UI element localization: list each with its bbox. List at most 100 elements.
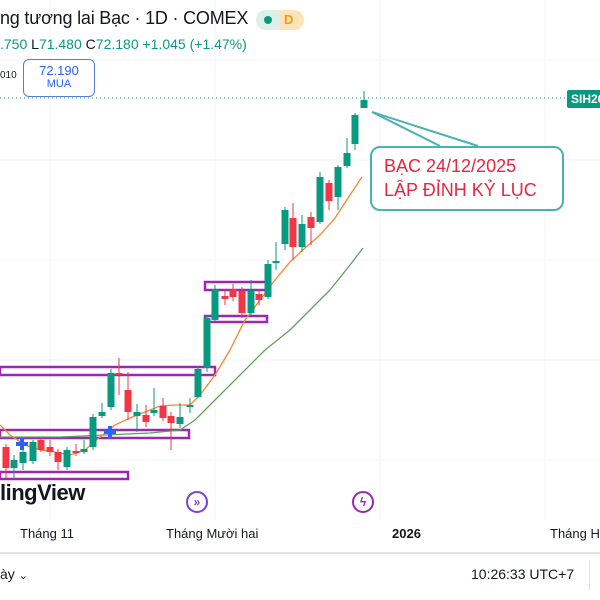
close-value: 72.180 — [95, 36, 139, 52]
tradingview-watermark: lingView — [0, 480, 85, 505]
candle-body — [194, 369, 202, 397]
candle-body — [89, 417, 97, 447]
blue-cross-marker — [104, 426, 116, 438]
candle — [351, 113, 359, 150]
candle-body — [46, 447, 54, 452]
candle-body — [186, 405, 194, 407]
candle-body — [298, 224, 306, 247]
left-tick: 010 — [0, 70, 17, 81]
candle-body — [63, 450, 71, 467]
candle — [124, 372, 132, 420]
candle-body — [2, 447, 10, 468]
split-arrow-icon[interactable]: » — [186, 491, 208, 513]
candle — [89, 414, 97, 450]
candle — [281, 207, 289, 250]
time-label: Tháng Mười hai — [166, 526, 259, 541]
close-label: C — [85, 36, 96, 52]
candle-body — [54, 452, 62, 462]
candle — [115, 358, 123, 395]
market-open-dot-icon — [264, 16, 272, 24]
candle-body — [325, 183, 333, 201]
candle — [133, 404, 141, 432]
chart-canvas[interactable] — [0, 0, 600, 520]
candle — [334, 165, 342, 210]
candle — [19, 448, 27, 470]
time-label: Tháng 11 — [20, 526, 74, 541]
candle-body — [289, 218, 297, 247]
blue-cross-marker — [16, 438, 28, 450]
candle-body — [221, 296, 229, 299]
candle — [10, 455, 18, 478]
symbol-title[interactable]: ng tương lai Bạc · 1D · COMEX — [0, 8, 249, 28]
change-value: +1.045 (+1.47%) — [142, 36, 247, 52]
candle-body — [10, 460, 18, 468]
candle — [29, 440, 37, 464]
candle-body — [72, 451, 80, 453]
candle-body — [29, 442, 37, 461]
candle — [46, 440, 54, 456]
candle-body — [115, 373, 123, 375]
candle-body — [159, 406, 167, 418]
low-value: 71.480 — [38, 36, 82, 52]
candle-body — [203, 318, 211, 368]
candle-body — [107, 373, 115, 407]
candle — [150, 388, 158, 416]
high-value: .750 — [0, 36, 28, 52]
date-range-selector[interactable]: ày ⌄ — [0, 566, 28, 582]
candle — [63, 447, 71, 470]
candle-body — [176, 417, 184, 424]
buy-button[interactable]: 72.190 MUA — [23, 59, 95, 97]
candle — [343, 138, 351, 168]
candle — [142, 405, 150, 427]
price-axis-symbol-label: SIH2026 — [567, 90, 600, 108]
candle — [167, 412, 175, 450]
clock[interactable]: 10:26:33 UTC+7 — [471, 566, 575, 582]
candle — [54, 449, 62, 470]
candle-body — [150, 410, 158, 413]
time-label: 2026 — [392, 526, 421, 541]
annotation-line-1: BẠC 24/12/2025 — [384, 156, 517, 176]
candle-body — [238, 291, 246, 313]
buy-price: 72.190 — [39, 63, 79, 78]
candle-body — [255, 294, 263, 300]
grid-lines — [0, 0, 600, 520]
candle-body — [98, 412, 106, 416]
candle — [289, 203, 297, 260]
candle-body — [211, 289, 219, 320]
range-label: ày — [0, 566, 15, 582]
candle — [176, 403, 184, 428]
candle-body — [307, 217, 315, 228]
candle — [221, 289, 229, 305]
candle — [37, 437, 45, 452]
annotation-callout[interactable]: BẠC 24/12/2025 LẬP ĐỈNH KỶ LỤC — [370, 146, 564, 211]
ma-slow-line — [0, 247, 364, 438]
lightning-icon[interactable]: ϟ — [352, 491, 374, 513]
zone-rectangle — [0, 470, 130, 481]
candle — [298, 215, 306, 252]
ohlc-readout: .750 L71.480 C72.180 +1.045 (+1.47%) — [0, 36, 247, 52]
candle-body — [343, 153, 351, 166]
candle — [360, 91, 368, 108]
zone-rectangle — [203, 280, 268, 292]
candle — [194, 366, 202, 398]
interval-badge: D — [284, 12, 294, 27]
candle-body — [281, 210, 289, 244]
candle-body — [37, 440, 45, 450]
candle — [229, 284, 237, 301]
candle — [2, 444, 10, 478]
candle — [159, 398, 167, 421]
candle — [107, 369, 115, 410]
candle — [80, 440, 88, 454]
candle-body — [334, 167, 342, 197]
candle — [325, 180, 333, 210]
candle-body — [272, 261, 280, 263]
candle-body — [360, 100, 368, 108]
candle-body — [229, 289, 237, 297]
chevron-down-icon: ⌄ — [18, 570, 28, 582]
candle — [203, 316, 211, 372]
time-label: Tháng H — [550, 526, 600, 541]
market-status-badge[interactable]: D — [256, 10, 304, 30]
callout-pointer — [371, 111, 479, 147]
low-label: L — [31, 36, 39, 52]
candle-body — [80, 449, 88, 452]
